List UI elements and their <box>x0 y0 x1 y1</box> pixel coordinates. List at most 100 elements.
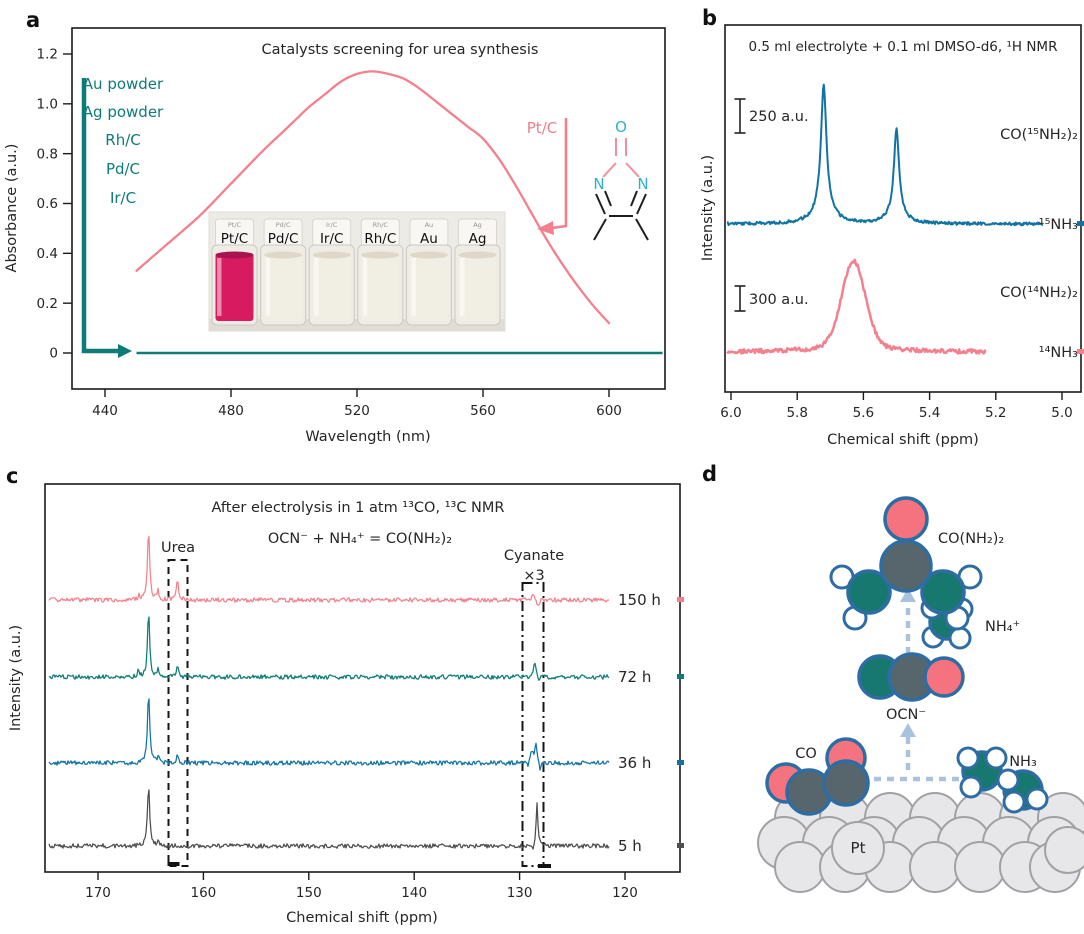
x-tick-label: 140 <box>401 885 427 901</box>
vial: Rh/C Rh/C <box>357 218 404 326</box>
cyanate-gain-annotation: ×3 <box>523 568 544 584</box>
x-tick-label: 5.6 <box>853 405 874 421</box>
vial-meniscus <box>361 251 400 259</box>
nmr-trace-36h <box>48 698 610 771</box>
scalebar-300-label: 300 a.u. <box>749 292 809 308</box>
panel-a-title: Catalysts screening for urea synthesis <box>262 42 539 58</box>
vial-cap-print: Ag <box>473 221 482 229</box>
urea-carbon <box>879 539 933 593</box>
panel-label-d: d <box>702 462 718 486</box>
urea-product-molecule: O N N <box>593 118 649 241</box>
panel-b-header: 0.5 ml electrolyte + 0.1 ml DMSO-d6, ¹H … <box>749 39 1058 55</box>
x-tick-label: 150 <box>296 885 322 901</box>
cyanate-baseline-mark <box>538 864 551 868</box>
vial-highlight <box>411 258 416 316</box>
panel-a-y-axis-label: Absorbance (a.u.) <box>4 144 20 273</box>
panel-label-c: c <box>6 464 19 488</box>
urea-nitrogen <box>846 569 892 615</box>
y-tick-label: 1.0 <box>37 97 58 113</box>
vial-label: Ag <box>469 231 487 247</box>
nh3-hydrogen <box>1025 787 1049 811</box>
trace-15nh3 <box>726 83 1044 227</box>
x-tick-label: 5.4 <box>919 405 940 421</box>
legend-ir-c: Ir/C <box>110 189 136 207</box>
vial: Ir/C Ir/C <box>308 218 355 326</box>
trace-end-tick <box>1077 349 1084 354</box>
label-14nh3: ¹⁴NH₃ <box>1039 345 1078 361</box>
molecule-oxygen-label: O <box>615 118 627 136</box>
panel-c-plot: 170 160 150 140 130 120 <box>44 483 684 901</box>
trace-14nh3 <box>726 258 987 355</box>
panel-b-plot: 6.0 5.8 5.6 5.4 5.2 5.0 <box>720 24 1084 421</box>
vial-label: Pt/C <box>221 231 248 247</box>
panel-b-y-axis-label: Intensity (a.u.) <box>700 155 716 261</box>
vial-liquid <box>215 253 254 321</box>
vial-cap-print: Pt/C <box>228 221 242 229</box>
vial-meniscus <box>458 251 497 259</box>
x-tick-label: 130 <box>507 885 533 901</box>
panel-a-frame <box>71 27 666 390</box>
vial-liquid <box>409 253 448 321</box>
urea-baseline-mark <box>167 862 180 866</box>
urea-window-box <box>167 559 189 867</box>
panel-c-title: After electrolysis in 1 atm ¹³CO, ¹³C NM… <box>212 500 505 516</box>
scalebar-250-label: 250 a.u. <box>749 109 809 125</box>
x-tick-label: 560 <box>470 403 496 419</box>
panel-c-y-axis-label: Intensity (a.u.) <box>8 625 24 731</box>
trace-end-tick <box>677 597 684 602</box>
vial-meniscus <box>312 251 351 259</box>
cyanate-annotation: Cyanate <box>504 548 564 564</box>
panel-c-x-axis-label: Chemical shift (ppm) <box>286 910 438 926</box>
nh3-hydrogen <box>959 775 983 799</box>
panel-label-b: b <box>702 6 718 30</box>
trace-end-tick <box>1077 221 1084 226</box>
x-tick-label: 5.8 <box>786 405 807 421</box>
co-carbon <box>822 759 870 807</box>
vial: Ag Ag <box>454 218 501 326</box>
vial-liquid <box>458 253 497 321</box>
ptc-pointer-arrow <box>551 118 568 230</box>
molecule-nitrogen-left-label: N <box>593 175 604 193</box>
panel-b-h1nmr-chart: 6.0 5.8 5.6 5.4 5.2 5.0 0.5 ml electrolyte + … <box>700 24 1084 448</box>
pt-atom-front <box>831 821 885 875</box>
x-tick-label: 5.0 <box>1051 405 1072 421</box>
trace-end-tick <box>677 674 684 679</box>
vial-highlight <box>362 258 368 316</box>
x-tick-label: 440 <box>92 403 118 419</box>
ptc-absorbance-curve <box>135 70 611 325</box>
pt-atom <box>774 841 826 893</box>
legend-au-powder: Au powder <box>83 75 164 93</box>
nh3-hydrogen <box>956 746 980 770</box>
panel-b-x-axis-label: Chemical shift (ppm) <box>827 432 979 448</box>
x-tick-label: 5.2 <box>985 405 1006 421</box>
nh3-hydrogen <box>1002 790 1026 814</box>
panel-a-x-axis-label: Wavelength (nm) <box>305 429 430 445</box>
x-tick-label: 480 <box>218 403 244 419</box>
label-ammonia: NH₃ <box>1009 754 1037 770</box>
y-tick-label: 0.4 <box>37 246 58 262</box>
vial-highlight <box>314 258 319 316</box>
vial-label: Au <box>420 231 438 247</box>
nh4-hydrogen <box>948 626 972 650</box>
label-co-molecule: CO <box>795 746 817 762</box>
vial-highlight <box>265 258 271 316</box>
x-tick-label: 160 <box>191 885 217 901</box>
y-tick-label: 1.2 <box>37 47 58 63</box>
vial-label: Pd/C <box>268 231 299 247</box>
vial: Pd/C Pd/C <box>260 218 307 326</box>
nmr-trace-72h <box>48 616 610 681</box>
label-15nh3: ¹⁵NH₃ <box>1039 217 1078 233</box>
ptc-curve-label: Pt/C <box>527 119 557 137</box>
urea-oxygen <box>883 496 929 542</box>
x-tick-label: 600 <box>596 403 622 419</box>
y-tick-label: 0.2 <box>37 296 58 312</box>
label-urea-molecule: CO(NH₂)₂ <box>938 531 1004 547</box>
panel-c-c13nmr-chart: 170 160 150 140 130 120 After electrolysis in… <box>8 483 684 926</box>
vial-meniscus <box>215 251 254 259</box>
molecule-nitrogen-right-label: N <box>637 175 648 193</box>
ocn-release-arrowhead <box>900 723 916 737</box>
vial-meniscus <box>409 251 448 259</box>
